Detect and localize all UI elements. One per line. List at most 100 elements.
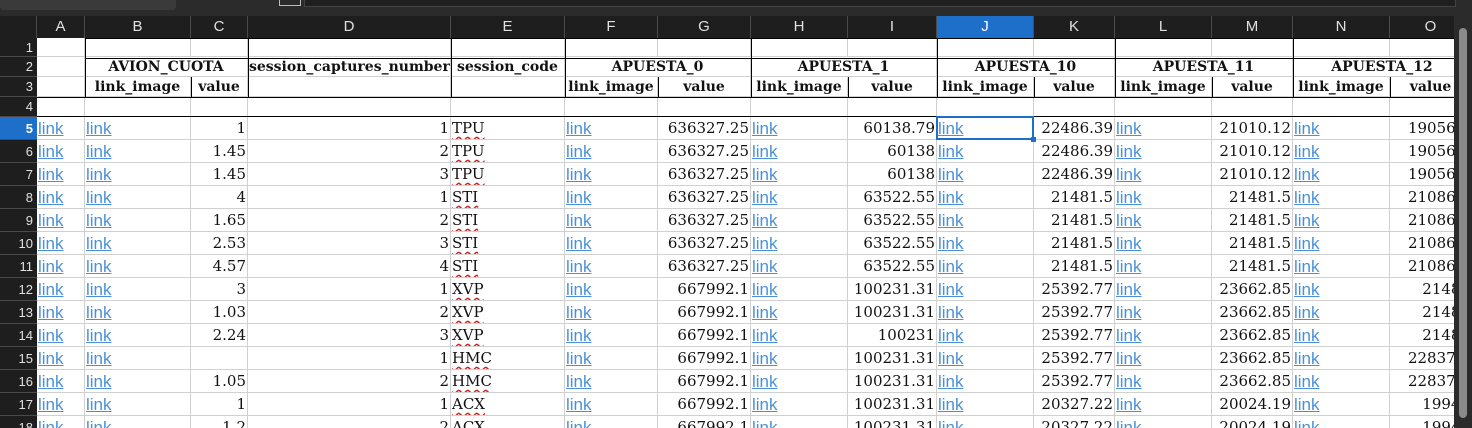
value-cell[interactable]: 60138: [848, 140, 937, 163]
link-cell[interactable]: link: [565, 278, 658, 301]
value-cell[interactable]: 667992.1: [658, 347, 751, 370]
sheet-tab-stub[interactable]: [0, 0, 176, 10]
link-cell[interactable]: link: [1293, 416, 1390, 428]
link-cell[interactable]: link: [565, 370, 658, 393]
column-header-n[interactable]: N: [1293, 16, 1390, 38]
value-cell[interactable]: 22486.39: [1034, 117, 1115, 140]
value-cell[interactable]: 21481.5: [1212, 232, 1293, 255]
value-cell[interactable]: 20024.19: [1212, 416, 1293, 428]
row-header-13[interactable]: 13: [0, 301, 37, 324]
session-code-cell[interactable]: XVP: [451, 301, 565, 324]
session-code-cell[interactable]: ACX: [451, 393, 565, 416]
value-cell[interactable]: 667992.1: [658, 370, 751, 393]
link-cell[interactable]: link: [85, 370, 191, 393]
column-header-i[interactable]: I: [848, 16, 937, 38]
cell[interactable]: [451, 97, 565, 117]
link-cell[interactable]: link: [565, 301, 658, 324]
session-code-cell[interactable]: HMC: [451, 347, 565, 370]
link-cell[interactable]: link: [751, 347, 848, 370]
value-cell[interactable]: 21481: [1390, 301, 1454, 324]
link-cell[interactable]: link: [565, 232, 658, 255]
column-header-c[interactable]: C: [191, 16, 248, 38]
link-cell[interactable]: link: [37, 209, 85, 232]
link-cell[interactable]: link: [85, 232, 191, 255]
value-cell[interactable]: 20327.22: [1034, 416, 1115, 428]
cell[interactable]: [191, 38, 248, 57]
value-cell[interactable]: 25392.77: [1034, 278, 1115, 301]
link-cell[interactable]: link: [937, 232, 1034, 255]
cell[interactable]: [85, 38, 191, 57]
value-cell[interactable]: 636327.25: [658, 186, 751, 209]
link-cell[interactable]: link: [85, 393, 191, 416]
link-cell[interactable]: link: [85, 324, 191, 347]
cell[interactable]: [658, 38, 751, 57]
value-cell[interactable]: 21481.5: [1034, 209, 1115, 232]
sub-header-f[interactable]: link_image: [565, 77, 658, 97]
cell[interactable]: [248, 38, 451, 57]
value-cell[interactable]: 60138: [848, 163, 937, 186]
link-cell[interactable]: link: [37, 347, 85, 370]
cell[interactable]: [848, 38, 937, 57]
value-cell[interactable]: 1.2: [191, 416, 248, 428]
sub-header-g[interactable]: value: [658, 77, 751, 97]
column-header-l[interactable]: L: [1115, 16, 1212, 38]
value-cell[interactable]: 1.05: [191, 370, 248, 393]
value-cell[interactable]: 2: [248, 416, 451, 428]
link-cell[interactable]: link: [1115, 347, 1212, 370]
link-cell[interactable]: link: [1293, 347, 1390, 370]
value-cell[interactable]: 60138.79: [848, 117, 937, 140]
cell[interactable]: [248, 97, 451, 117]
sub-header-k[interactable]: value: [1034, 77, 1115, 97]
row-header-6[interactable]: 6: [0, 140, 37, 163]
group-header-d[interactable]: session_captures_number: [248, 57, 451, 77]
link-cell[interactable]: link: [85, 255, 191, 278]
link-cell[interactable]: link: [565, 117, 658, 140]
link-cell[interactable]: link: [85, 347, 191, 370]
link-cell[interactable]: link: [937, 416, 1034, 428]
cell[interactable]: [1390, 38, 1454, 57]
cell[interactable]: [37, 38, 85, 57]
value-cell[interactable]: 1: [248, 186, 451, 209]
value-cell[interactable]: 21481.5: [1034, 255, 1115, 278]
link-cell[interactable]: link: [1293, 209, 1390, 232]
cell[interactable]: [658, 97, 751, 117]
link-cell[interactable]: link: [565, 393, 658, 416]
value-cell[interactable]: 20024.19: [1212, 393, 1293, 416]
link-cell[interactable]: link: [1115, 301, 1212, 324]
group-header-l[interactable]: APUESTA_11: [1115, 57, 1293, 77]
value-cell[interactable]: [191, 347, 248, 370]
cell[interactable]: [37, 97, 85, 117]
value-cell[interactable]: 21481: [1390, 324, 1454, 347]
link-cell[interactable]: link: [751, 301, 848, 324]
link-cell[interactable]: link: [1115, 324, 1212, 347]
link-cell[interactable]: link: [1115, 278, 1212, 301]
cell[interactable]: [937, 38, 1034, 57]
cell[interactable]: [751, 97, 848, 117]
cell[interactable]: [937, 97, 1034, 117]
cell[interactable]: [37, 57, 85, 77]
column-header-f[interactable]: F: [565, 16, 658, 38]
link-cell[interactable]: link: [1115, 416, 1212, 428]
link-cell[interactable]: link: [565, 209, 658, 232]
link-cell[interactable]: link: [565, 347, 658, 370]
value-cell[interactable]: 1: [248, 347, 451, 370]
link-cell[interactable]: link: [37, 370, 85, 393]
cell[interactable]: [1115, 38, 1212, 57]
link-cell[interactable]: link: [85, 163, 191, 186]
row-header-14[interactable]: 14: [0, 324, 37, 347]
link-cell[interactable]: link: [937, 163, 1034, 186]
cell[interactable]: [1212, 38, 1293, 57]
row-header-1[interactable]: 1: [0, 38, 37, 57]
session-code-cell[interactable]: XVP: [451, 324, 565, 347]
link-cell[interactable]: link: [1293, 301, 1390, 324]
value-cell[interactable]: 2: [248, 370, 451, 393]
value-cell[interactable]: 22837.0: [1390, 347, 1454, 370]
value-cell[interactable]: 4.57: [191, 255, 248, 278]
link-cell[interactable]: link: [85, 209, 191, 232]
value-cell[interactable]: 21481.5: [1034, 186, 1115, 209]
column-header-a[interactable]: A: [37, 16, 85, 38]
link-cell[interactable]: link: [1115, 209, 1212, 232]
link-cell[interactable]: link: [37, 324, 85, 347]
link-cell[interactable]: link: [1293, 324, 1390, 347]
value-cell[interactable]: 23662.85: [1212, 370, 1293, 393]
